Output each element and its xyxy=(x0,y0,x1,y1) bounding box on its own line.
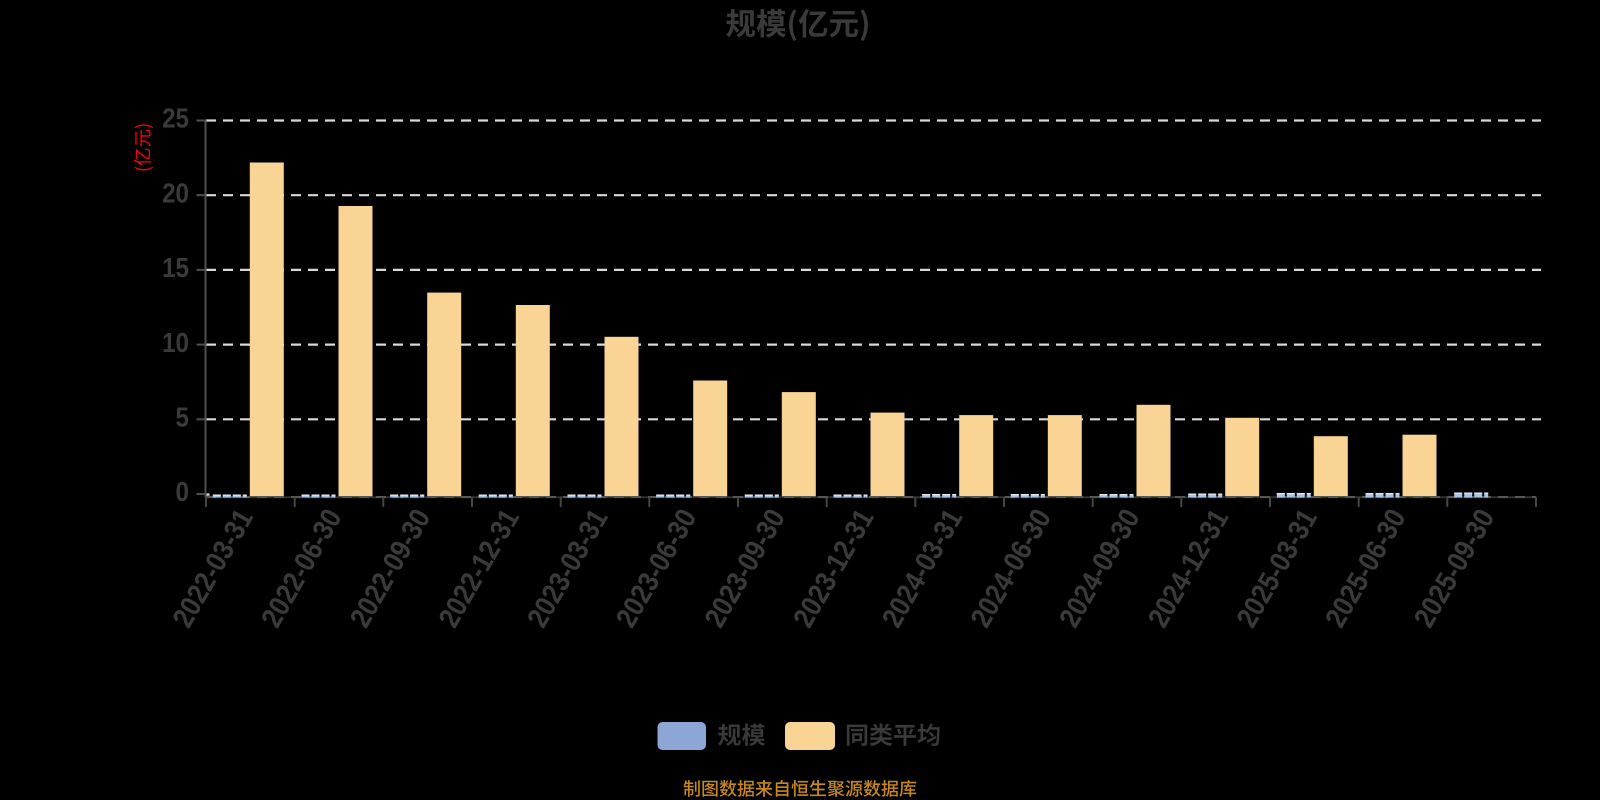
svg-text:15: 15 xyxy=(162,254,189,284)
svg-text:25: 25 xyxy=(162,104,189,134)
svg-text:10: 10 xyxy=(162,328,189,358)
svg-text:5: 5 xyxy=(176,403,189,433)
svg-text:20: 20 xyxy=(162,179,189,209)
svg-text:0: 0 xyxy=(176,478,189,508)
